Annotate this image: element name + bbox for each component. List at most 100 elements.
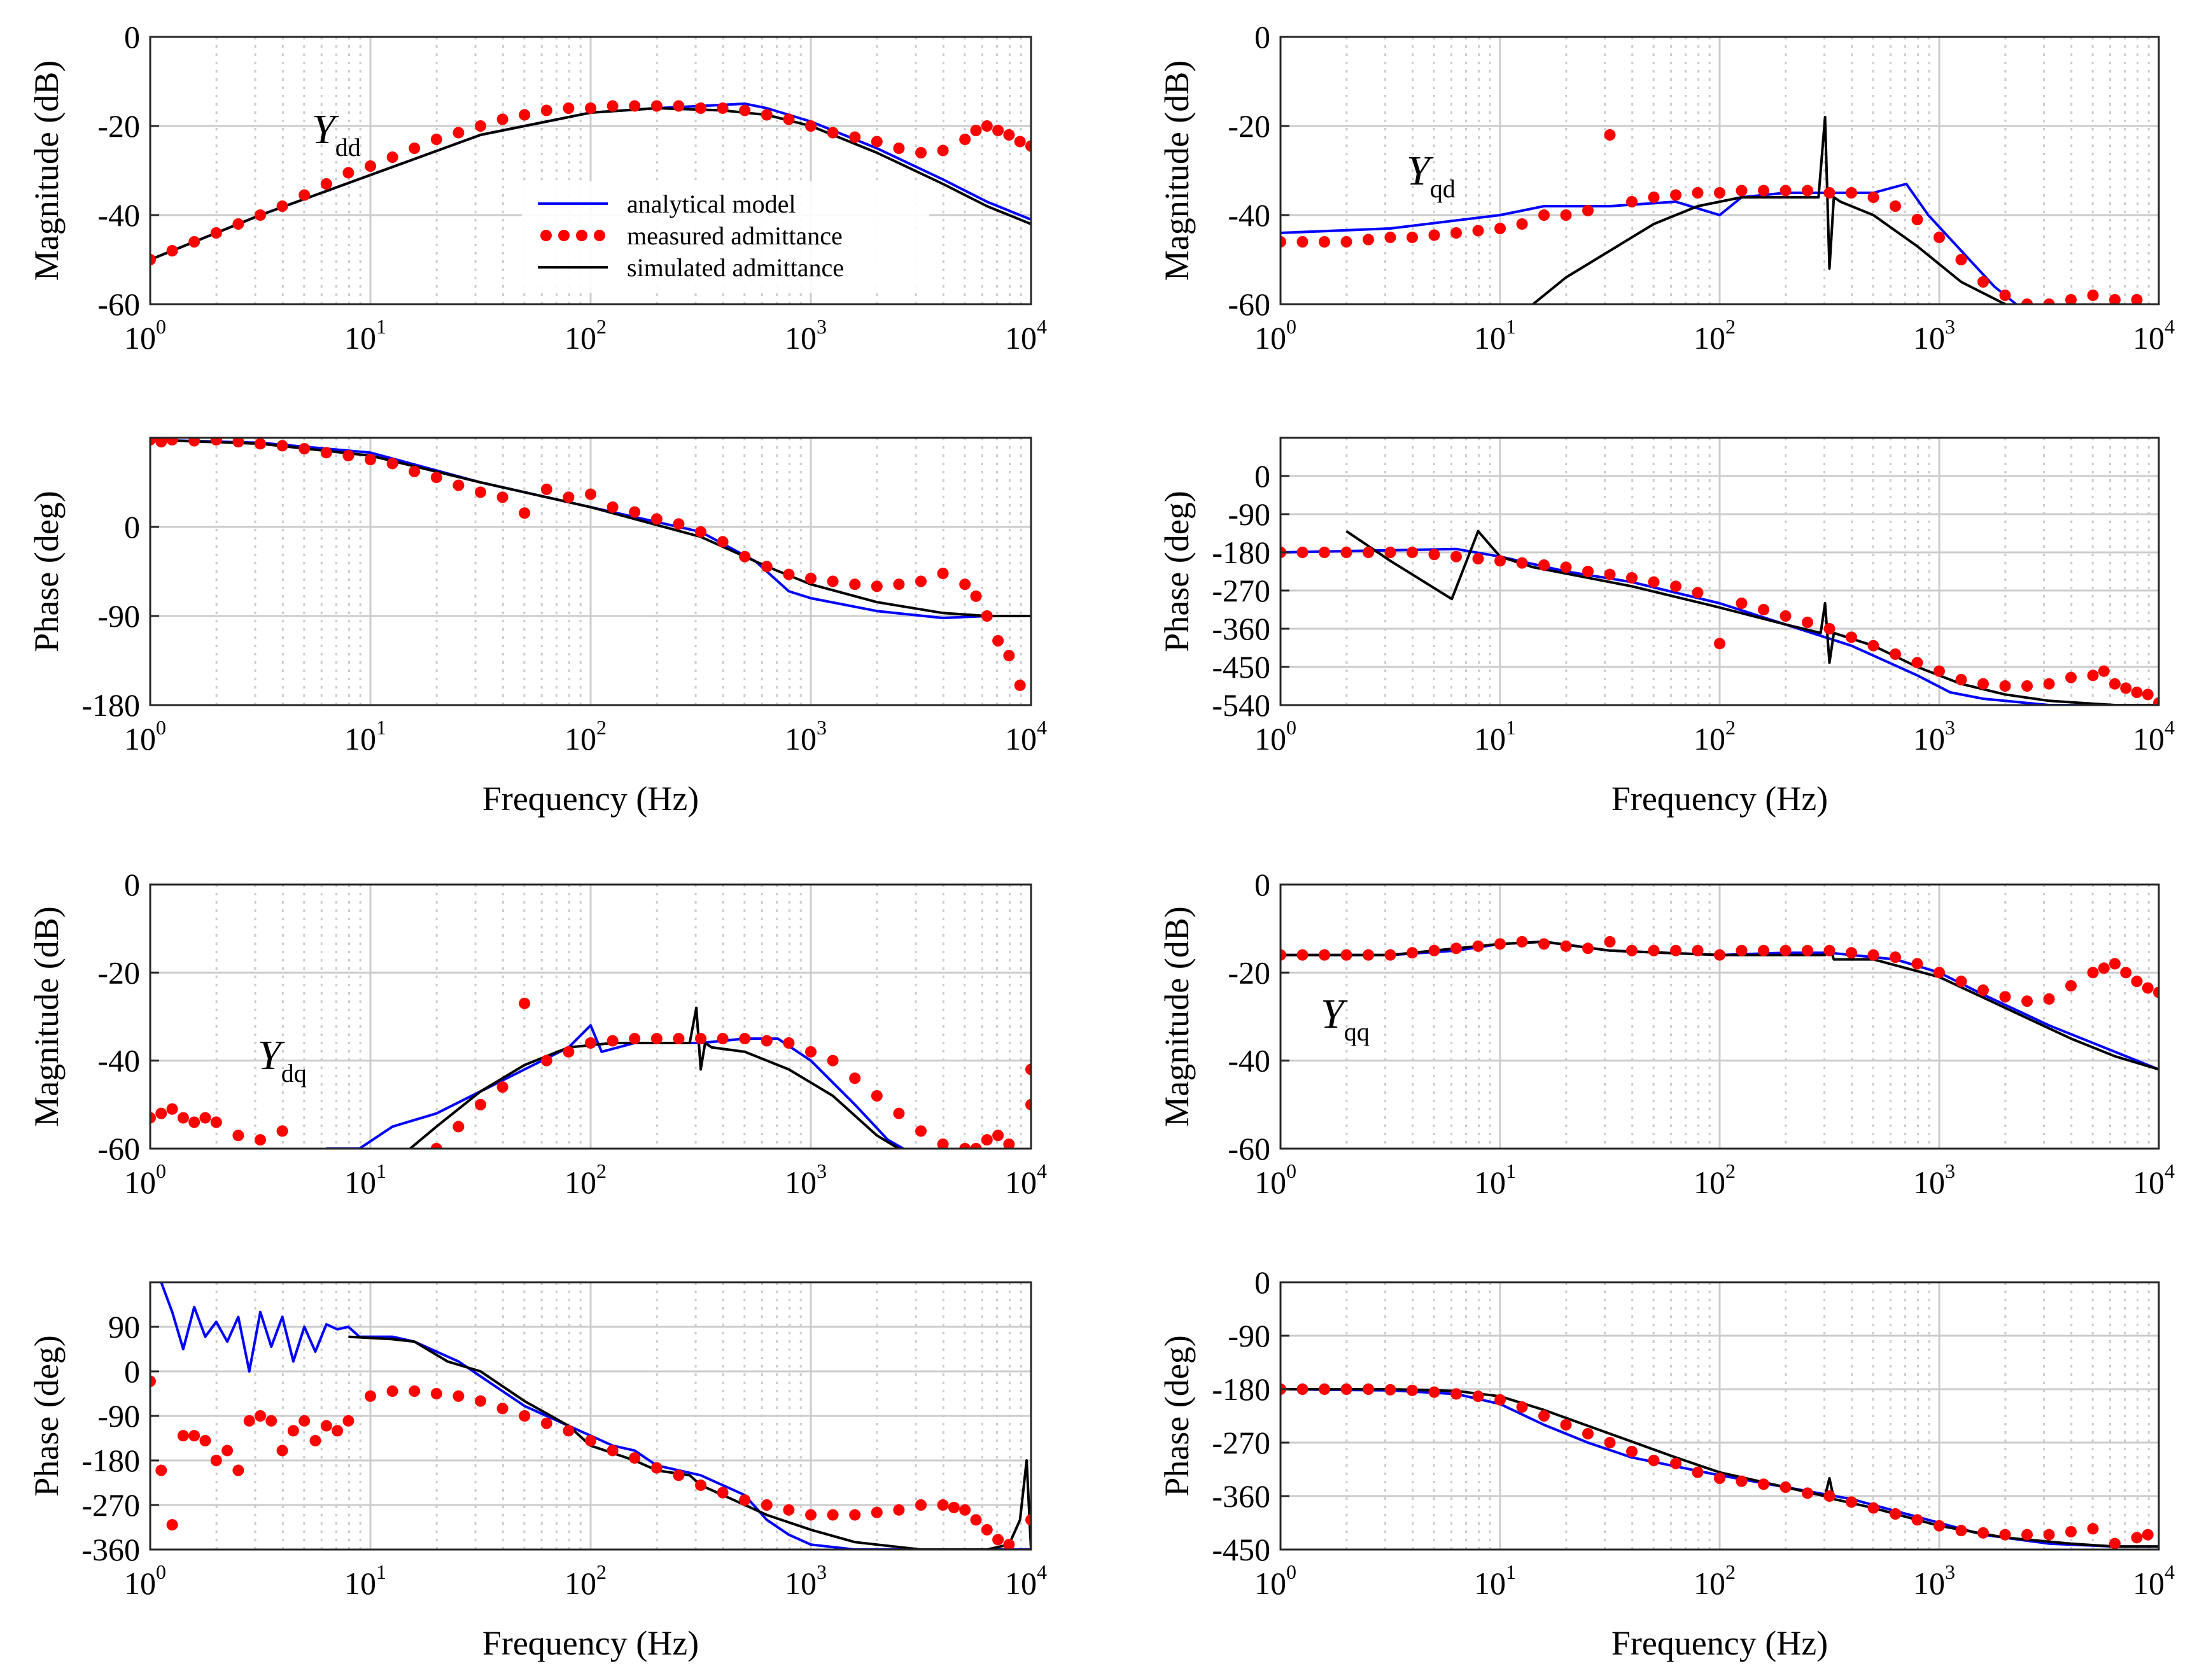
measured-point (1494, 555, 1506, 567)
x-tick-exponent: 2 (1725, 1560, 1736, 1583)
measured-point (761, 109, 773, 121)
measured-point (849, 131, 861, 143)
measured-point (2131, 976, 2143, 988)
measured-point (1758, 604, 1769, 615)
measured-point (959, 134, 971, 145)
measured-point (1560, 209, 1572, 221)
measured-point (1911, 958, 1923, 970)
measured-point (2131, 294, 2143, 304)
measured-point (386, 151, 398, 163)
measured-point (453, 1390, 465, 1402)
measured-point (1867, 192, 1879, 203)
measured-point (1340, 547, 1352, 558)
x-axis-label: Frequency (Hz) (482, 780, 699, 818)
y-tick-label: -180 (81, 1443, 140, 1478)
measured-point (1911, 1514, 1923, 1526)
y-tick-label: -360 (1212, 1478, 1270, 1514)
measured-point (1384, 547, 1396, 558)
measured-series (1281, 129, 2143, 304)
x-tick-exponent: 4 (2165, 315, 2175, 338)
measured-point (970, 1143, 982, 1149)
measured-point (1867, 640, 1879, 652)
measured-point (1516, 935, 1528, 948)
measured-point (827, 575, 839, 587)
measured-point (739, 1494, 751, 1506)
x-tick-exponent: 1 (376, 1159, 386, 1182)
measured-point (783, 568, 795, 580)
measured-point (695, 526, 706, 538)
y-tick-label: -40 (1228, 1043, 1270, 1079)
measured-point (1494, 1394, 1506, 1406)
measured-point (1714, 187, 1725, 199)
measured-point (1670, 189, 1681, 201)
measured-point (1648, 576, 1660, 588)
x-tick-label: 104 (1005, 716, 1047, 757)
measured-point (430, 472, 442, 484)
y-tick-label: -540 (1212, 687, 1270, 723)
x-tick-label: 100 (1254, 716, 1296, 757)
measured-point (255, 438, 266, 450)
simulated-series-line (1532, 116, 2006, 304)
measured-point (2043, 298, 2055, 304)
measured-point (1003, 129, 1015, 141)
measured-point (1934, 967, 1945, 979)
measured-point (717, 536, 729, 548)
y-tick-label: -180 (1212, 1371, 1270, 1407)
y-tick-label: -180 (1212, 535, 1270, 570)
measured-point (673, 1469, 685, 1481)
measured-point (695, 1479, 706, 1491)
measured-point (342, 167, 354, 179)
x-axis-label: Frequency (Hz) (1611, 1624, 1828, 1662)
measured-point (1955, 976, 1967, 988)
x-tick-label: 104 (1005, 1560, 1047, 1601)
measured-series (1281, 547, 2159, 705)
measured-point (673, 100, 685, 112)
measured-point (430, 134, 442, 145)
x-tick-exponent: 4 (2165, 1560, 2175, 1583)
x-tick-exponent: 1 (1506, 1159, 1516, 1182)
measured-point (1319, 1383, 1330, 1395)
x-tick-label: 103 (1913, 716, 1955, 757)
plot-area (150, 1282, 1031, 1550)
measured-point (1626, 572, 1638, 584)
measured-point (409, 143, 421, 154)
x-tick-label: 104 (2133, 716, 2175, 757)
measured-point (309, 1434, 321, 1446)
measured-point (1736, 944, 1748, 956)
measured-point (563, 102, 575, 114)
measured-point (2043, 1529, 2055, 1541)
measured-point (1736, 185, 1748, 197)
measured-point (1025, 1098, 1031, 1110)
measured-point (1758, 1478, 1769, 1490)
measured-point (188, 236, 200, 248)
x-tick-label: 101 (1474, 1159, 1516, 1200)
simulated-series-line (348, 1335, 1031, 1550)
measured-point (1977, 276, 1989, 288)
measured-point (1692, 1466, 1704, 1478)
measured-point (155, 1107, 167, 1119)
measured-point (255, 1410, 266, 1422)
measured-point (1934, 232, 1945, 243)
x-tick-label: 102 (1694, 315, 1736, 356)
measured-point (519, 507, 531, 519)
y-tick-label: -60 (1228, 286, 1270, 322)
x-tick-label: 102 (565, 716, 607, 757)
measured-point (2043, 678, 2055, 690)
measured-point (915, 1499, 927, 1511)
grid (1281, 37, 2159, 304)
measured-point (1472, 1390, 1484, 1403)
legend-measured-dot (576, 230, 587, 241)
legend-measured-swatch (540, 230, 605, 241)
measured-point (915, 147, 927, 158)
measured-point (1025, 1514, 1031, 1526)
measured-point (1363, 949, 1374, 961)
measured-point (265, 1415, 277, 1427)
measured-point (650, 513, 663, 525)
x-tick-exponent: 3 (1945, 716, 1955, 739)
measured-point (1407, 547, 1418, 558)
measured-series (1281, 935, 2159, 1007)
x-tick-label: 104 (1005, 315, 1047, 356)
x-tick-label: 100 (1254, 1159, 1296, 1200)
y-tick-label: 90 (108, 1309, 140, 1345)
